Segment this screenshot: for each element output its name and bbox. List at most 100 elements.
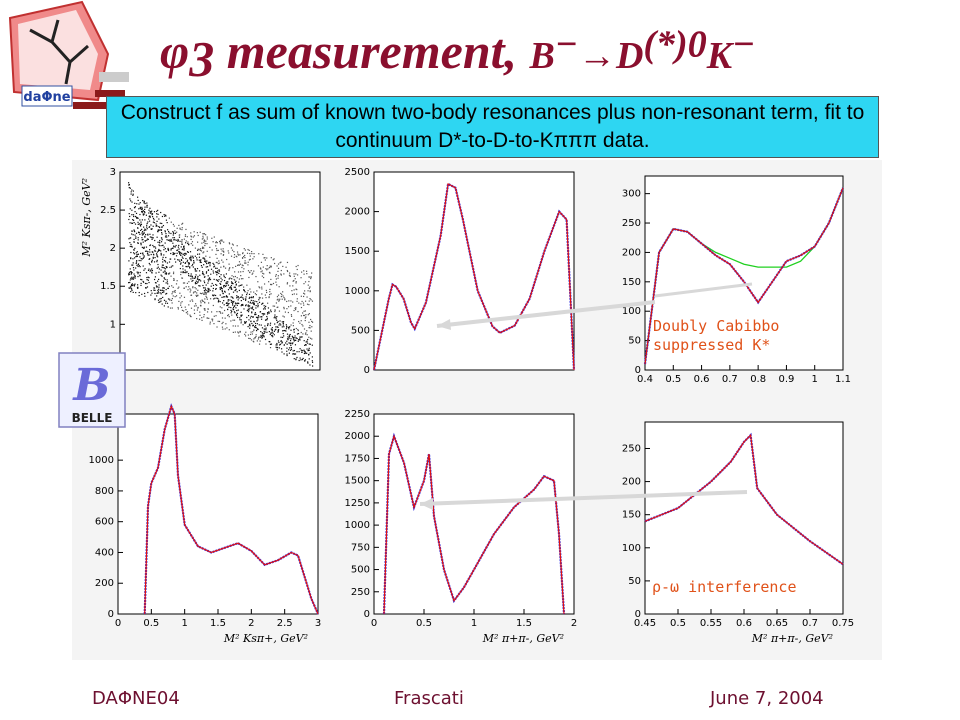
dalitz-point xyxy=(197,234,199,237)
dalitz-point xyxy=(304,319,306,322)
dalitz-point xyxy=(250,299,252,301)
dalitz-point xyxy=(136,203,138,205)
dalitz-point xyxy=(202,273,204,275)
dalitz-point xyxy=(304,344,306,346)
dalitz-point xyxy=(152,234,154,236)
dalitz-point xyxy=(193,312,196,315)
dalitz-point xyxy=(164,271,166,273)
dalitz-point xyxy=(308,347,310,349)
dalitz-point xyxy=(179,234,181,236)
dalitz-point xyxy=(170,299,173,302)
dalitz-point xyxy=(132,214,135,216)
dalitz-point xyxy=(180,259,182,261)
dalitz-point xyxy=(296,300,298,302)
dalitz-point xyxy=(269,265,271,267)
dalitz-point xyxy=(228,306,230,308)
dalitz-point xyxy=(181,243,183,245)
dalitz-point xyxy=(295,288,297,290)
dalitz-point xyxy=(235,313,238,316)
dalitz-point xyxy=(264,308,266,310)
dalitz-point xyxy=(274,309,276,311)
dalitz-point xyxy=(189,300,191,302)
dalitz-point xyxy=(263,336,265,338)
dalitz-point xyxy=(241,304,243,306)
dalitz-point xyxy=(141,206,143,208)
dalitz-point xyxy=(276,319,278,321)
dalitz-point xyxy=(268,267,271,269)
dalitz-point xyxy=(179,260,181,262)
dalitz-point xyxy=(266,317,268,319)
dalitz-point xyxy=(151,260,153,263)
dalitz-point xyxy=(270,332,272,334)
dalitz-point xyxy=(146,286,149,288)
dalitz-point xyxy=(186,236,188,238)
dalitz-point xyxy=(192,286,194,288)
dalitz-point xyxy=(152,256,154,258)
dalitz-point xyxy=(141,207,143,210)
dalitz-point xyxy=(197,248,199,250)
dalitz-point xyxy=(234,331,236,333)
dalitz-point xyxy=(228,268,230,270)
dalitz-point xyxy=(282,336,284,339)
dalitz-point xyxy=(222,328,224,330)
dalitz-point xyxy=(266,331,268,333)
dalitz-point xyxy=(137,263,139,266)
dalitz-point xyxy=(202,252,204,254)
dalitz-point xyxy=(158,248,160,251)
y-tick-label: 200 xyxy=(622,247,641,258)
dalitz-point xyxy=(286,354,288,357)
dalitz-point xyxy=(265,327,267,329)
dalitz-point xyxy=(288,306,290,308)
dalitz-point xyxy=(238,261,241,263)
dalitz-point xyxy=(199,249,202,251)
dalitz-point xyxy=(163,299,166,301)
dalitz-point xyxy=(302,325,304,327)
dalitz-point xyxy=(293,353,295,355)
dalitz-point xyxy=(295,359,297,361)
dalitz-point xyxy=(227,281,229,283)
dalitz-point xyxy=(178,236,181,238)
dalitz-point xyxy=(129,279,131,281)
x-axis-label: M² π+π-, GeV² xyxy=(482,632,564,645)
dalitz-point xyxy=(187,265,190,267)
dalitz-point xyxy=(178,248,180,250)
dalitz-point xyxy=(223,309,226,312)
dalitz-point xyxy=(288,347,291,349)
dalitz-point xyxy=(304,310,307,312)
dalitz-point xyxy=(275,281,277,283)
dalitz-point xyxy=(238,302,240,305)
dalitz-point xyxy=(151,236,153,238)
dalitz-point xyxy=(139,252,142,255)
dalitz-point xyxy=(273,262,276,265)
dalitz-point xyxy=(235,265,237,267)
dalitz-point xyxy=(207,269,210,271)
dalitz-point xyxy=(146,224,148,226)
dalitz-point xyxy=(308,313,310,315)
dalitz-point xyxy=(172,230,174,233)
dalitz-point xyxy=(197,281,199,283)
dalitz-point xyxy=(288,342,290,344)
dalitz-point xyxy=(173,252,175,255)
dalitz-point xyxy=(233,251,235,253)
dalitz-point xyxy=(247,325,249,328)
dalitz-point xyxy=(290,314,293,316)
dalitz-point xyxy=(242,278,244,280)
dalitz-point xyxy=(141,258,143,260)
dalitz-point xyxy=(243,289,245,291)
dalitz-point xyxy=(142,211,144,213)
dalitz-point xyxy=(150,294,152,296)
dalitz-point xyxy=(304,281,307,283)
dalitz-point xyxy=(261,337,263,339)
dalitz-point xyxy=(196,278,199,280)
dalitz-point xyxy=(157,256,159,258)
dalitz-point xyxy=(266,269,268,271)
dalitz-point xyxy=(232,306,235,309)
dalitz-point xyxy=(199,231,201,233)
dalitz-point xyxy=(249,327,251,329)
dalitz-point xyxy=(248,324,251,326)
dalitz-point xyxy=(226,304,228,307)
dalitz-point xyxy=(185,265,187,268)
dalitz-point xyxy=(260,261,263,263)
dalitz-point xyxy=(130,251,132,254)
dalitz-point xyxy=(163,249,165,251)
